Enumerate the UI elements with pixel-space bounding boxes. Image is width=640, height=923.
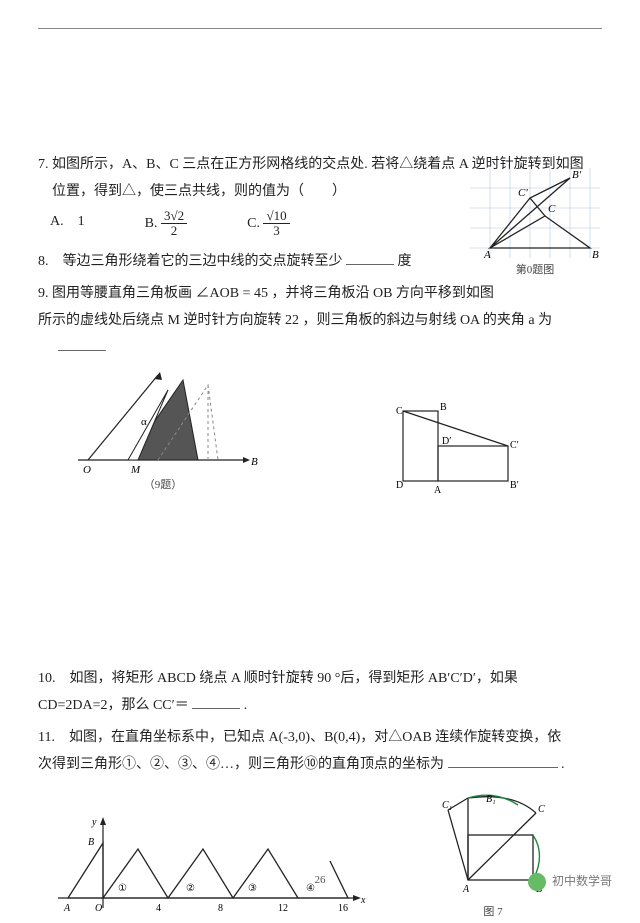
- svg-text:y: y: [91, 817, 97, 828]
- q10-figure: C B D′ C′ D A B′: [378, 396, 528, 496]
- svg-text:B′: B′: [572, 169, 582, 181]
- q9-line2: 所示的虚线处后绕点 M 逆时针方向旋转 22 ，则三角板的斜边与射线 OA 的夹…: [38, 308, 602, 335]
- watermark: 初中数学哥: [528, 870, 612, 893]
- svg-text:C′: C′: [510, 440, 519, 451]
- q10-blank: [192, 695, 240, 709]
- svg-text:C: C: [538, 804, 545, 815]
- q8-text: 8. 等边三角形绕着它的三边中线的交点旋转至少: [38, 254, 343, 269]
- svg-text:C′: C′: [518, 187, 528, 199]
- svg-text:O: O: [83, 464, 91, 475]
- q11: 11. 如图，在直角坐标系中，已知点 A(-3,0)、B(0,4)，对△OAB …: [38, 725, 602, 778]
- svg-text:B: B: [251, 456, 258, 468]
- svg-text:B′: B′: [510, 480, 519, 491]
- q9-caption: （9题）: [68, 475, 258, 496]
- q9-blank: [58, 337, 106, 351]
- q9-figures: O M B α （9题） C B D′ C′ D A B′: [68, 365, 602, 496]
- svg-text:A: A: [434, 485, 442, 496]
- q11-blank: [448, 754, 558, 768]
- svg-text:D′: D′: [442, 436, 451, 447]
- svg-text:C: C: [396, 406, 403, 417]
- watermark-icon: [528, 873, 546, 891]
- svg-text:C: C: [548, 203, 556, 215]
- svg-text:B: B: [592, 249, 599, 258]
- q11-fig-right: C₁ B₁ C A B 图 7: [418, 780, 568, 923]
- q7-opt-c: C. √103: [247, 209, 289, 239]
- q9: 9. 图用等腰直角三角板画 ∠AOB = 45 ，并将三角板沿 OB 方向平移到…: [38, 281, 602, 361]
- watermark-text: 初中数学哥: [552, 870, 612, 893]
- content: 7. 如图所示，A、B、C 三点在正方形网格线的交点处. 若将△绕着点 A 逆时…: [38, 152, 602, 923]
- q8-after: 度: [398, 254, 412, 269]
- q10-line1: 10. 如图，将矩形 ABCD 绕点 A 顺时针旋转 90 °后，得到矩形 AB…: [38, 666, 602, 693]
- q11-fig-left: A O x y B ① ② ③ ④ 4 8 12 16: [48, 813, 368, 923]
- svg-text:C₁: C₁: [442, 800, 452, 811]
- q8-blank: [346, 251, 394, 265]
- q7-opt-a: A. 1: [50, 209, 85, 239]
- svg-text:M: M: [130, 464, 141, 475]
- q11-line1: 11. 如图，在直角坐标系中，已知点 A(-3,0)、B(0,4)，对△OAB …: [38, 725, 602, 752]
- q10: 10. 如图，将矩形 ABCD 绕点 A 顺时针旋转 90 °后，得到矩形 AB…: [38, 666, 602, 719]
- q7-caption: 第0题图: [470, 260, 600, 281]
- svg-text:B₁: B₁: [486, 794, 496, 805]
- q7-figure: A B C B′ C′ 第0题图: [470, 168, 600, 281]
- svg-text:α: α: [141, 416, 147, 428]
- svg-text:A: A: [483, 249, 491, 258]
- q11-caption: 图 7: [418, 902, 568, 923]
- q7-opt-b: B. 3√22: [145, 209, 187, 239]
- q11-line2: 次得到三角形①、②、③、④…，则三角形⑩的直角顶点的坐标为 .: [38, 752, 602, 779]
- q9-line1: 9. 图用等腰直角三角板画 ∠AOB = 45 ，并将三角板沿 OB 方向平移到…: [38, 281, 602, 308]
- svg-text:B: B: [440, 402, 447, 413]
- q11-figures: A O x y B ① ② ③ ④ 4 8 12 16: [48, 780, 602, 923]
- svg-text:B: B: [88, 837, 94, 848]
- page-rule: [38, 28, 602, 29]
- svg-text:D: D: [396, 480, 403, 491]
- q9-fig-left: O M B α （9题）: [68, 365, 258, 496]
- q10-line2: CD=2DA=2，那么 CC′＝ .: [38, 693, 602, 720]
